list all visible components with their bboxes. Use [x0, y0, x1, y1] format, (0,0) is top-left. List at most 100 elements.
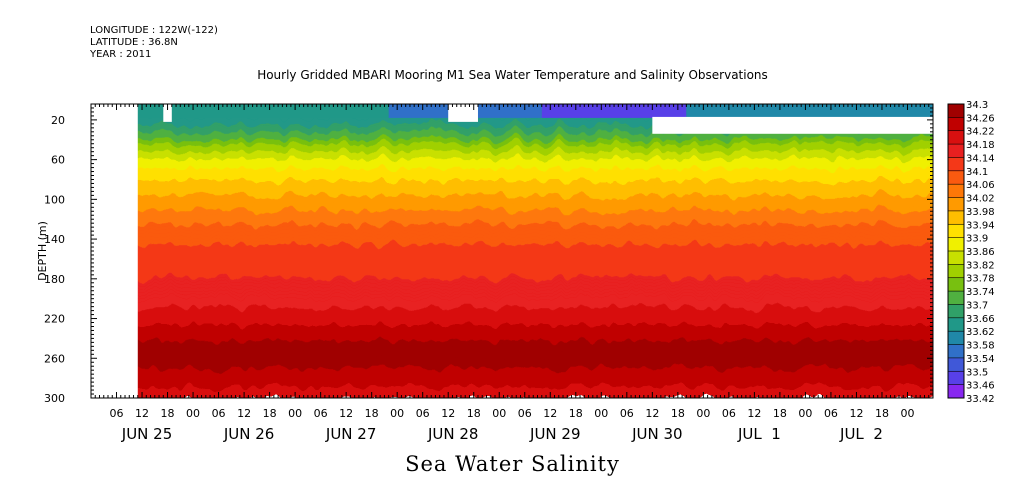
colorbar-swatch	[948, 371, 964, 386]
x-axis: 06 12 18 00 06 12 18 00 06 12 18 00 06 12 18 00 06 12 18 00…	[94, 104, 930, 443]
salinity-band	[91, 380, 933, 386]
colorbar-label: 34.06	[966, 180, 995, 191]
salinity-band	[91, 228, 933, 234]
surface-salinity-segment	[686, 104, 933, 118]
y-tick-label: 140	[44, 233, 65, 246]
plot-area	[91, 104, 933, 398]
salinity-band	[91, 267, 933, 274]
missing-data-region	[652, 116, 933, 134]
salinity-band	[91, 143, 933, 149]
salinity-band	[91, 390, 933, 396]
x-tick-label: 12	[543, 407, 557, 420]
salinity-band	[91, 377, 933, 383]
colorbar-label: 33.78	[966, 274, 995, 285]
salinity-band	[91, 173, 933, 179]
salinity-band	[91, 151, 933, 156]
salinity-band	[91, 210, 933, 216]
colorbar-label: 33.94	[966, 220, 995, 231]
colorbar: 34.3 34.26 34.22 34.18 34.14 34.1 34.06 34.02 33…	[947, 100, 995, 405]
salinity-band	[91, 315, 933, 320]
missing-data-region	[448, 104, 478, 122]
colorbar-swatch	[948, 210, 964, 225]
salinity-band	[91, 287, 933, 294]
salinity-band	[91, 215, 933, 221]
colorbar-swatch	[948, 317, 964, 332]
salinity-band	[91, 234, 933, 241]
salinity-band	[91, 176, 933, 181]
x-tick-label: 12	[849, 407, 863, 420]
x-tick-label: 00	[798, 407, 812, 420]
salinity-band	[91, 131, 933, 136]
salinity-band	[91, 203, 933, 208]
colorbar-label: 33.86	[966, 247, 995, 258]
surface-salinity-segment	[137, 104, 389, 118]
salinity-band	[91, 221, 933, 227]
salinity-band	[91, 297, 933, 303]
colorbar-swatch	[948, 291, 964, 305]
date-label: JUN 30	[631, 425, 682, 443]
salinity-band	[91, 300, 933, 305]
salinity-band	[91, 141, 933, 146]
salinity-band	[91, 168, 933, 174]
salinity-band	[91, 374, 933, 380]
salinity-band	[91, 337, 933, 343]
year-label: YEAR : 2011	[90, 49, 152, 60]
x-tick-label: 12	[747, 407, 761, 420]
colorbar-label: 34.22	[966, 127, 995, 138]
colorbar-label: 33.54	[966, 354, 995, 365]
x-tick-label: 00	[288, 407, 302, 420]
salinity-band	[91, 213, 933, 218]
colorbar-label: 33.9	[966, 234, 988, 245]
salinity-band	[91, 284, 933, 290]
salinity-band	[91, 307, 933, 313]
salinity-band	[91, 244, 933, 251]
colorbar-swatch	[948, 331, 964, 346]
x-tick-label: 18	[569, 407, 583, 420]
salinity-band	[91, 264, 933, 270]
salinity-band	[91, 241, 933, 247]
x-tick-label: 18	[875, 407, 889, 420]
colorbar-label: 33.62	[966, 327, 995, 338]
x-tick-label: 06	[518, 407, 532, 420]
colorbar-swatch	[948, 197, 964, 212]
salinity-band	[91, 200, 933, 206]
colorbar-label: 33.46	[966, 381, 995, 392]
colorbar-swatch	[948, 264, 964, 279]
x-tick-label: 12	[441, 407, 455, 420]
y-tick-label: 260	[44, 352, 65, 365]
salinity-band	[91, 362, 933, 368]
salinity-band	[91, 238, 933, 244]
x-tick-label: 18	[671, 407, 685, 420]
colorbar-label: 33.82	[966, 260, 995, 271]
date-label: JUL 1	[737, 425, 781, 443]
salinity-band	[91, 183, 933, 188]
salinity-band	[91, 324, 933, 330]
salinity-band	[91, 146, 933, 151]
x-tick-label: 06	[212, 407, 226, 420]
salinity-band	[91, 330, 933, 337]
missing-data-regions	[91, 104, 933, 398]
salinity-field	[91, 104, 933, 398]
x-tick-label: 00	[390, 407, 404, 420]
colorbar-swatch	[948, 357, 964, 372]
salinity-band	[91, 274, 933, 280]
salinity-band	[91, 281, 933, 287]
salinity-band	[91, 224, 933, 231]
salinity-band	[91, 327, 933, 333]
x-tick-label: 06	[722, 407, 736, 420]
colorbar-swatch	[948, 170, 964, 185]
x-tick-label: 06	[620, 407, 634, 420]
y-axis: 20 60 100 140 180 220 260 300	[44, 107, 933, 405]
x-tick-label: 18	[467, 407, 481, 420]
salinity-band	[91, 166, 933, 171]
salinity-band	[91, 198, 933, 203]
salinity-band	[91, 208, 933, 213]
date-label: JUL 2	[839, 425, 883, 443]
salinity-band	[91, 161, 933, 166]
salinity-band	[91, 116, 933, 121]
salinity-band	[91, 158, 933, 164]
x-tick-label: 06	[416, 407, 430, 420]
x-tick-label: 00	[696, 407, 710, 420]
salinity-band	[91, 359, 933, 365]
